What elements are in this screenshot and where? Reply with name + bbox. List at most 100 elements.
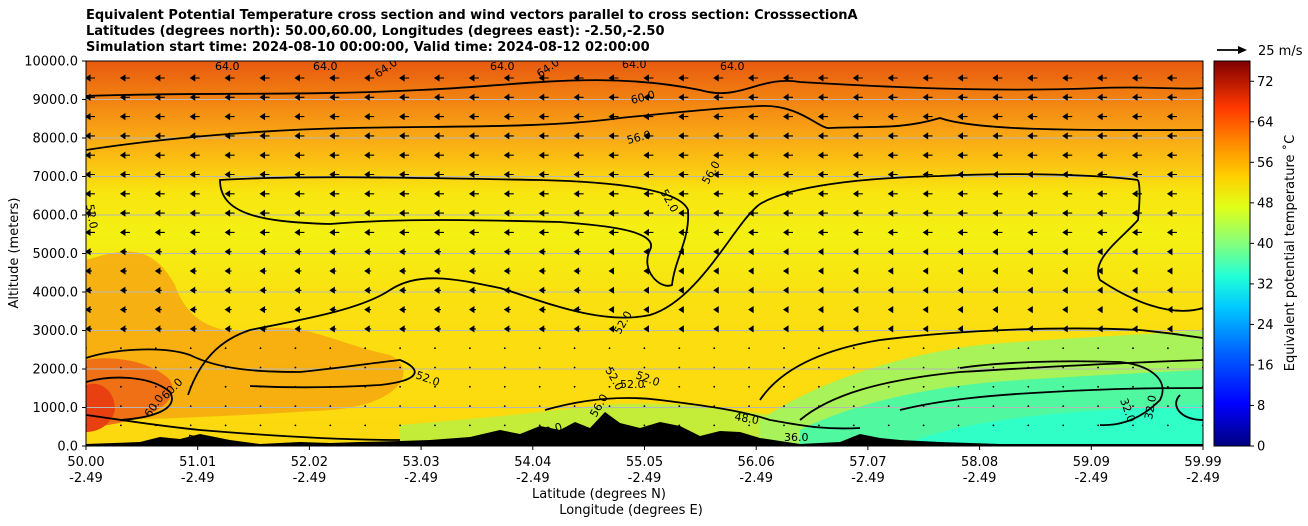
wind-vector xyxy=(957,151,968,159)
wind-vector xyxy=(294,170,305,179)
wind-vector xyxy=(957,286,964,294)
wind-vector xyxy=(294,132,305,140)
wind-vector xyxy=(538,74,549,82)
wind-vector xyxy=(922,112,933,121)
wind-vector xyxy=(643,325,649,333)
wind-vector xyxy=(119,74,130,82)
wind-vector xyxy=(713,305,719,314)
wind-vector-dot xyxy=(922,347,925,350)
wind-vector xyxy=(154,305,162,314)
wind-vector xyxy=(1131,151,1142,159)
wind-vector-dot xyxy=(783,385,785,388)
wind-vector-dot xyxy=(329,405,332,407)
wind-vector-dot xyxy=(120,385,122,388)
wind-vector xyxy=(1097,248,1103,256)
wind-vector-dot xyxy=(713,347,716,350)
wind-vector xyxy=(713,209,724,217)
wind-vector xyxy=(468,190,479,198)
wind-vector xyxy=(1027,112,1038,121)
wind-vector xyxy=(852,112,863,121)
wind-vector xyxy=(294,267,302,275)
x-tick-label-lon: -2.49 xyxy=(1074,471,1108,486)
wind-vector xyxy=(748,228,759,237)
wind-vector xyxy=(608,286,615,294)
colorbar-tick-label: 8 xyxy=(1257,399,1265,414)
wind-vector xyxy=(119,170,130,179)
wind-vector-dot xyxy=(957,366,960,369)
wind-vector xyxy=(329,190,340,198)
wind-vector xyxy=(1131,286,1138,294)
wind-vector-dot xyxy=(643,366,646,369)
wind-vector-dot xyxy=(1027,347,1030,350)
wind-vector xyxy=(1201,115,1203,118)
wind-vector xyxy=(86,305,92,314)
wind-vector-dot xyxy=(643,347,646,350)
wind-vector xyxy=(817,286,824,294)
wind-vector xyxy=(538,93,549,101)
wind-vector xyxy=(992,190,1003,198)
wind-vector xyxy=(817,170,828,179)
wind-vector xyxy=(538,112,549,121)
wind-vector xyxy=(119,190,130,198)
wind-vector xyxy=(86,286,92,294)
wind-vector-dot xyxy=(713,424,716,427)
wind-vector-dot xyxy=(120,424,122,427)
wind-vector xyxy=(887,248,894,256)
wind-vector xyxy=(852,93,863,101)
wind-vector xyxy=(259,305,267,314)
wind-vector xyxy=(573,305,581,314)
wind-vector xyxy=(364,151,375,159)
wind-vector-dot xyxy=(294,424,297,427)
wind-vector xyxy=(259,248,267,256)
wind-vector xyxy=(573,248,581,256)
wind-vector xyxy=(713,112,724,121)
wind-vector xyxy=(224,286,232,294)
y-tick-label: 7000.0 xyxy=(33,170,79,185)
wind-vector xyxy=(154,132,165,140)
wind-vector xyxy=(922,209,933,217)
wind-vector xyxy=(1062,151,1073,159)
wind-vector-dot xyxy=(259,405,262,407)
wind-vector xyxy=(678,112,689,121)
wind-vector xyxy=(713,248,719,256)
contour-label: 64.0 xyxy=(313,60,338,73)
wind-vector xyxy=(678,132,689,140)
wind-vector xyxy=(957,305,964,314)
wind-vector xyxy=(154,190,165,198)
wind-vector xyxy=(259,112,270,121)
wind-vector xyxy=(1062,286,1068,294)
wind-vector xyxy=(1131,170,1142,179)
wind-vector xyxy=(329,209,340,217)
wind-vector xyxy=(1201,193,1203,195)
wind-vector xyxy=(573,286,581,294)
wind-vector xyxy=(922,228,933,237)
wind-vector xyxy=(154,325,162,333)
wind-vector xyxy=(817,132,828,140)
wind-vector xyxy=(678,267,684,275)
wind-vector-dot xyxy=(189,366,192,369)
wind-vector xyxy=(364,267,372,275)
wind-vector xyxy=(817,190,828,198)
wind-vector xyxy=(86,190,95,198)
contour-label: 64.0 xyxy=(622,58,647,71)
wind-vector xyxy=(852,151,863,159)
wind-vector xyxy=(992,74,1003,82)
wind-vector xyxy=(748,112,759,121)
wind-vector xyxy=(817,325,824,333)
wind-vector xyxy=(294,286,302,294)
wind-vector xyxy=(224,93,235,101)
wind-vector xyxy=(1097,209,1108,217)
wind-vector-dot xyxy=(678,405,681,407)
wind-vector xyxy=(1166,305,1173,314)
wind-vector-dot xyxy=(469,405,471,407)
wind-vector-dot xyxy=(189,347,192,350)
wind-vector-dot xyxy=(643,385,646,388)
wind-vector xyxy=(364,190,375,198)
wind-vector xyxy=(468,325,476,333)
wind-vector-dot xyxy=(120,347,122,350)
wind-vector xyxy=(294,248,302,256)
wind-vector xyxy=(922,267,929,275)
wind-vector xyxy=(573,170,584,179)
wind-vector xyxy=(992,325,998,333)
wind-vector xyxy=(1097,190,1108,198)
